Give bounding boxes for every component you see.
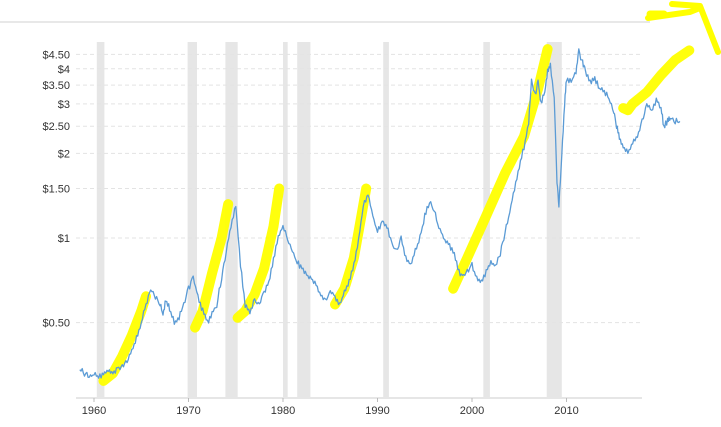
price-series [79,48,681,379]
recession-band [283,42,288,397]
y-axis-ticks: $4.50 $4 $3.50 $3 $2.50 $2 $1.50 $1 $0.50 [42,49,70,329]
highlight-stroke [618,45,695,116]
highlight-stroke [330,183,372,310]
x-tick-label: 2000 [460,405,484,417]
highlight-stroke [190,199,234,333]
recession-band [383,42,389,397]
y-tick-label: $3 [58,99,70,111]
highlight-stroke [232,183,285,323]
highlight-stroke [98,291,151,386]
recession-bands [96,42,562,397]
y-tick-label: $1 [58,233,70,245]
y-tick-label: $2 [58,148,70,160]
y-tick-label: $0.50 [42,318,70,330]
recession-band [297,42,311,397]
recession-band [187,42,197,397]
arrow-head [669,1,721,55]
x-tick-label: 1980 [271,405,295,417]
y-tick-label: $2.50 [42,121,70,133]
x-tick-label: 1990 [365,405,389,417]
x-tick-label: 1960 [82,405,106,417]
x-tick-label: 2010 [554,405,578,417]
recession-band [546,42,562,397]
highlight-stroke [448,44,553,294]
y-tick-label: $4 [58,64,70,76]
x-tick-label: 1970 [176,405,200,417]
y-tick-label: $4.50 [42,49,70,61]
x-axis-ticks: 1960 1970 1980 1990 2000 2010 [82,398,579,417]
y-tick-label: $3.50 [42,80,70,92]
price-line [79,48,681,379]
recession-band [96,42,105,397]
y-tick-label: $1.50 [42,184,70,196]
trend-arrow [645,1,721,55]
